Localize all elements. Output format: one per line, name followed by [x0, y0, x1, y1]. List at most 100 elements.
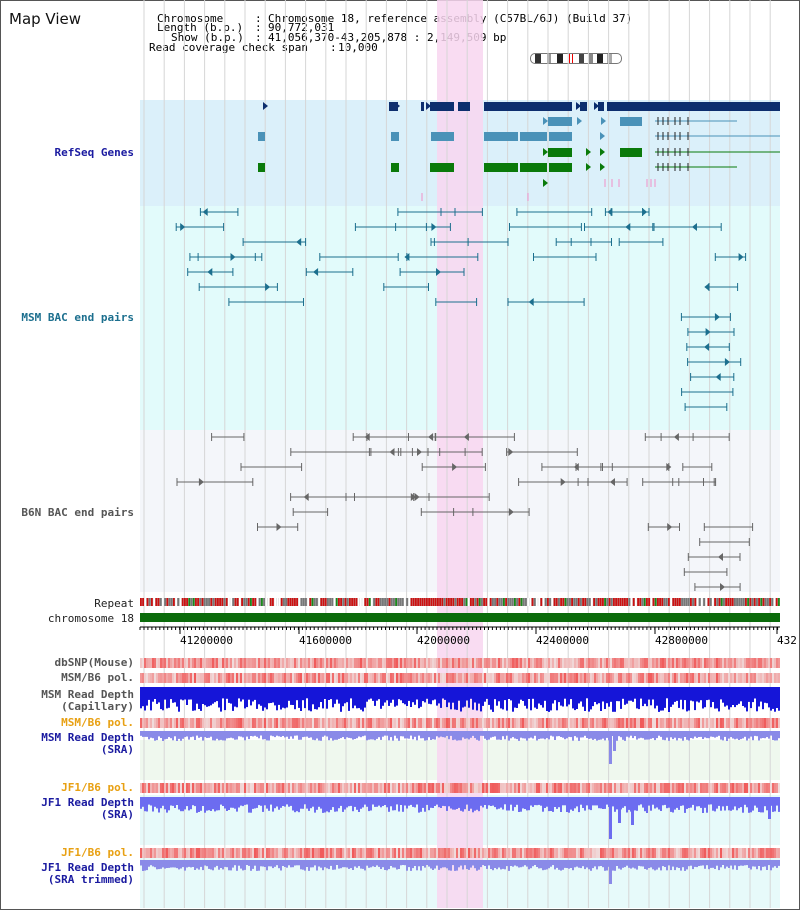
- depth-bar: [218, 797, 220, 811]
- heat-cell: [714, 673, 716, 683]
- depth-bar: [382, 860, 384, 868]
- track-label-jf1-depth[interactable]: JF1 Read Depth: [41, 796, 134, 809]
- track-label-jf1-b6-pol-2[interactable]: JF1/B6 pol.: [61, 846, 134, 859]
- heat-cell: [562, 718, 564, 728]
- depth-bar: [588, 797, 590, 810]
- heat-cell: [520, 783, 522, 793]
- depth-bar: [710, 731, 712, 737]
- depth-bar: [466, 797, 468, 805]
- depth-bar: [664, 687, 666, 708]
- heat-cell: [406, 783, 408, 793]
- heat-cell: [220, 673, 222, 683]
- heat-cell: [592, 673, 594, 683]
- heat-cell: [770, 848, 772, 858]
- heat-cell: [758, 658, 760, 668]
- depth-bar: [702, 797, 704, 813]
- heat-cell: [188, 848, 190, 858]
- heat-cell: [560, 848, 562, 858]
- heat-cell: [652, 658, 654, 668]
- depth-bar: [672, 687, 674, 705]
- heat-cell: [540, 673, 542, 683]
- heat-cell: [350, 658, 352, 668]
- heat-cell: [642, 848, 644, 858]
- depth-bar: [456, 797, 458, 809]
- heat-cell: [248, 718, 250, 728]
- heat-cell: [384, 658, 386, 668]
- track-label-msm-b6-pol-2[interactable]: MSM/B6 pol.: [61, 716, 134, 729]
- depth-bar: [244, 731, 246, 741]
- depth-bar: [566, 860, 568, 868]
- coverage-label: Read coverage check span: [149, 41, 308, 54]
- heat-cell: [230, 848, 232, 858]
- depth-bar: [662, 860, 664, 867]
- repeat-element: [533, 598, 536, 606]
- depth-bar: [148, 860, 150, 867]
- heat-cell: [158, 658, 160, 668]
- depth-bar: [288, 860, 290, 866]
- heat-cell: [500, 783, 502, 793]
- heat-cell: [390, 658, 392, 668]
- track-label-jf1-b6-pol[interactable]: JF1/B6 pol.: [61, 781, 134, 794]
- heat-cell: [424, 718, 426, 728]
- depth-bar: [248, 731, 250, 740]
- depth-bar: [302, 687, 304, 701]
- depth-bar: [704, 687, 706, 708]
- depth-bar: [690, 687, 692, 701]
- depth-bar: [698, 797, 700, 807]
- depth-bar: [768, 860, 770, 866]
- heat-cell: [750, 673, 752, 683]
- heat-cell: [664, 658, 666, 668]
- depth-bar: [176, 797, 178, 805]
- heat-cell: [738, 848, 740, 858]
- depth-bar: [726, 687, 728, 706]
- depth-bar: [716, 731, 718, 737]
- depth-bar: [358, 687, 360, 709]
- depth-bar: [352, 731, 354, 740]
- depth-bar: [580, 687, 582, 702]
- depth-bar: [722, 860, 724, 865]
- track-label-msm-bac[interactable]: MSM BAC end pairs: [21, 311, 134, 324]
- track-label-refseq[interactable]: RefSeq Genes: [54, 146, 134, 159]
- heat-cell: [456, 718, 458, 728]
- heat-cell: [502, 673, 504, 683]
- depth-bar: [498, 797, 500, 809]
- heat-cell: [468, 718, 470, 728]
- depth-bar: [176, 731, 178, 741]
- depth-bar: [678, 731, 680, 739]
- depth-bar: [344, 731, 346, 740]
- track-label-msm-b6-pol[interactable]: MSM/B6 pol.: [61, 671, 134, 684]
- track-label-b6n-bac[interactable]: B6N BAC end pairs: [21, 506, 134, 519]
- heat-cell: [212, 848, 214, 858]
- heat-cell: [420, 783, 422, 793]
- heat-cell: [472, 848, 474, 858]
- track-label-dbsnp[interactable]: dbSNP(Mouse): [54, 656, 134, 669]
- repeat-element: [624, 598, 626, 606]
- heat-cell: [346, 673, 348, 683]
- depth-bar: [534, 731, 536, 736]
- heat-cell: [720, 783, 722, 793]
- depth-bar: [620, 731, 622, 738]
- depth-bar: [274, 860, 276, 867]
- heat-cell: [642, 673, 644, 683]
- gene-exon: [484, 163, 518, 172]
- track-label-repeat[interactable]: Repeat: [94, 597, 134, 610]
- depth-bar: [474, 860, 476, 869]
- depth-bar: [636, 687, 638, 709]
- depth-bar: [210, 687, 212, 706]
- chromosome-ideogram[interactable]: [530, 53, 622, 64]
- depth-bar: [196, 687, 198, 704]
- depth-bar: [336, 731, 338, 740]
- heat-cell: [288, 658, 290, 668]
- heat-cell: [690, 783, 692, 793]
- depth-bar: [364, 687, 366, 708]
- heat-cell: [158, 718, 160, 728]
- heat-cell: [256, 673, 258, 683]
- track-label-msm-depth-sra[interactable]: MSM Read Depth: [41, 731, 134, 744]
- depth-bar: [426, 860, 428, 865]
- track-label-jf1-depth-trim[interactable]: JF1 Read Depth: [41, 861, 134, 874]
- depth-bar: [510, 797, 512, 805]
- heat-cell: [746, 658, 748, 668]
- heat-cell: [756, 718, 758, 728]
- track-label-msm-depth-cap[interactable]: MSM Read Depth: [41, 688, 134, 701]
